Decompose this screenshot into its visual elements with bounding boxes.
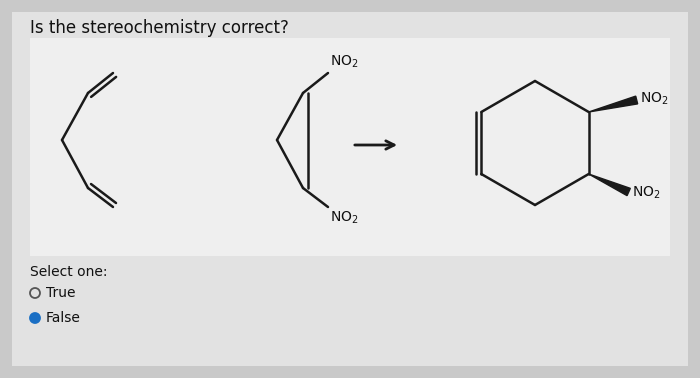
Text: NO$_2$: NO$_2$: [631, 185, 660, 201]
Text: Select one:: Select one:: [30, 265, 108, 279]
Text: False: False: [46, 311, 81, 325]
Text: NO$_2$: NO$_2$: [330, 210, 358, 226]
Circle shape: [30, 313, 40, 323]
Text: True: True: [46, 286, 76, 300]
Text: Is the stereochemistry correct?: Is the stereochemistry correct?: [30, 19, 289, 37]
Bar: [30, 38, 670, 256]
Polygon shape: [589, 174, 630, 196]
Text: NO$_2$: NO$_2$: [330, 54, 358, 70]
Text: NO$_2$: NO$_2$: [640, 91, 668, 107]
Polygon shape: [589, 96, 638, 112]
